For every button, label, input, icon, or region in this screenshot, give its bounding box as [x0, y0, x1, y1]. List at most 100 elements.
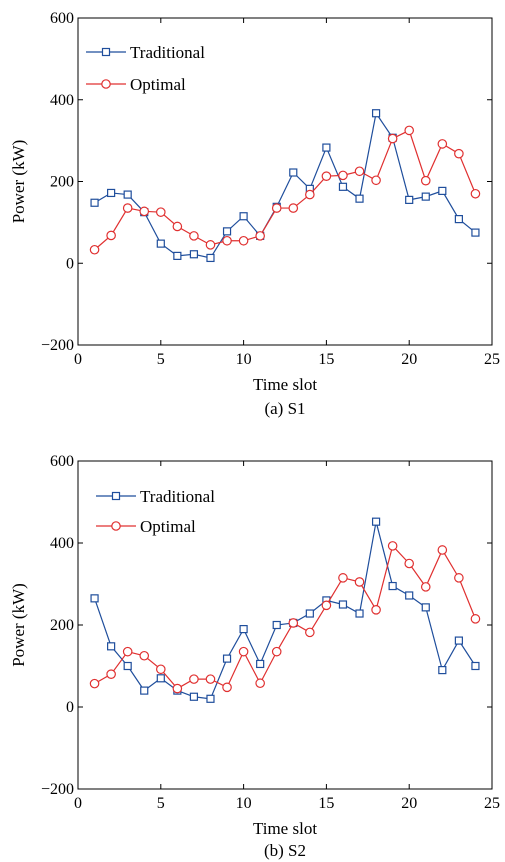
y-tick-label: 400 — [50, 92, 74, 109]
data-point-optimal — [156, 664, 166, 675]
data-point-optimal — [371, 605, 381, 615]
data-point-optimal — [305, 627, 315, 638]
data-point-traditional — [454, 215, 463, 224]
legend-marker — [111, 521, 121, 531]
data-point-optimal — [139, 650, 150, 661]
y-tick-label: 200 — [50, 617, 74, 634]
data-point-traditional — [305, 609, 314, 618]
x-tick-label: 15 — [318, 795, 334, 812]
chart-caption: (b) S2 — [264, 841, 306, 860]
data-point-optimal — [305, 189, 315, 200]
x-tick-label: 15 — [318, 351, 334, 368]
data-point-optimal — [172, 221, 183, 232]
data-point-traditional — [388, 581, 397, 591]
data-point-optimal — [470, 188, 481, 199]
data-point-optimal — [321, 600, 332, 611]
legend-label: Optimal — [140, 517, 196, 536]
data-point-optimal — [106, 230, 116, 241]
data-point-optimal — [205, 240, 216, 250]
y-tick-label: 400 — [50, 535, 74, 552]
x-axis-label: Time slot — [253, 819, 317, 838]
data-point-optimal — [288, 618, 299, 628]
data-point-optimal — [321, 171, 332, 181]
data-point-traditional — [189, 250, 199, 259]
data-point-traditional — [421, 603, 430, 612]
legend-label: Traditional — [140, 487, 215, 506]
data-point-traditional — [123, 661, 132, 671]
y-tick-label: 600 — [50, 10, 74, 27]
data-point-optimal — [404, 125, 414, 136]
data-point-traditional — [338, 600, 348, 609]
x-tick-label: 0 — [74, 795, 82, 812]
data-point-optimal — [338, 170, 348, 181]
data-point-optimal — [288, 203, 299, 213]
data-point-optimal — [404, 558, 414, 569]
data-point-optimal — [172, 683, 183, 694]
series-line-traditional — [94, 111, 476, 259]
data-point-optimal — [222, 235, 232, 246]
data-point-optimal — [89, 678, 100, 689]
series-line-optimal — [94, 544, 476, 690]
data-point-traditional — [90, 198, 99, 207]
data-point-traditional — [239, 624, 248, 634]
data-point-optimal — [89, 244, 100, 255]
legend-marker — [101, 79, 111, 89]
data-point-traditional — [239, 212, 248, 221]
data-point-optimal — [205, 674, 216, 684]
data-point-optimal — [255, 678, 265, 689]
x-tick-label: 25 — [484, 795, 500, 812]
data-point-optimal — [255, 231, 265, 241]
data-point-traditional — [421, 192, 430, 201]
data-point-traditional — [189, 692, 199, 701]
data-point-traditional — [471, 661, 480, 671]
data-point-traditional — [405, 195, 414, 204]
legend-marker — [111, 491, 121, 501]
chart-caption: (a) S1 — [264, 399, 305, 418]
data-point-optimal — [222, 682, 232, 693]
data-point-traditional — [438, 665, 447, 675]
legend-label: Optimal — [130, 75, 186, 94]
x-tick-label: 5 — [157, 795, 165, 812]
series-line-traditional — [93, 521, 476, 700]
x-tick-label: 0 — [74, 351, 82, 368]
data-point-traditional — [107, 642, 116, 651]
y-tick-label: −200 — [41, 781, 74, 798]
data-point-optimal — [106, 669, 116, 679]
y-tick-label: 600 — [50, 453, 74, 470]
data-point-traditional — [355, 609, 364, 618]
data-point-optimal — [354, 166, 365, 177]
data-point-optimal — [371, 175, 381, 186]
y-axis-label: Power (kW) — [9, 583, 28, 667]
data-point-traditional — [371, 109, 381, 118]
data-point-optimal — [387, 133, 398, 144]
legend-label: Traditional — [130, 43, 205, 62]
data-point-traditional — [405, 591, 414, 600]
data-point-traditional — [173, 251, 182, 260]
x-tick-label: 10 — [236, 351, 252, 368]
data-point-traditional — [107, 188, 116, 198]
data-point-traditional — [471, 228, 480, 237]
data-point-optimal — [156, 207, 166, 217]
data-point-traditional — [322, 143, 331, 152]
data-point-optimal — [122, 646, 133, 657]
data-point-traditional — [222, 654, 232, 663]
x-tick-label: 20 — [401, 795, 417, 812]
data-point-optimal — [437, 545, 448, 555]
data-point-optimal — [354, 577, 365, 587]
data-point-optimal — [338, 573, 348, 583]
x-axis-label: Time slot — [253, 375, 317, 394]
data-point-traditional — [206, 694, 215, 703]
x-tick-label: 5 — [157, 351, 165, 368]
data-point-traditional — [371, 517, 381, 526]
data-point-traditional — [454, 636, 463, 645]
data-point-optimal — [139, 206, 150, 217]
data-point-optimal — [122, 203, 133, 213]
data-point-traditional — [438, 186, 447, 196]
data-point-optimal — [470, 614, 481, 624]
data-point-optimal — [420, 582, 431, 592]
data-point-traditional — [156, 674, 165, 683]
data-point-optimal — [271, 646, 282, 657]
data-point-optimal — [238, 235, 249, 246]
